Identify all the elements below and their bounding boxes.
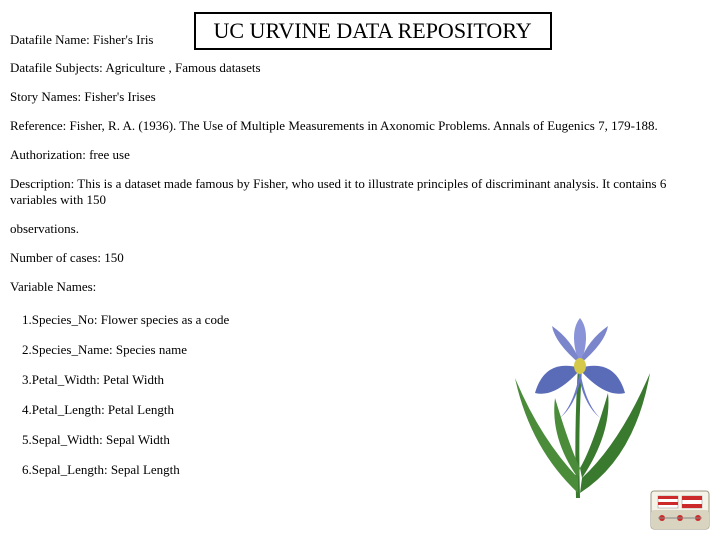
- authorization-value: free use: [89, 147, 130, 162]
- next-button[interactable]: [650, 490, 710, 530]
- cases-value: 150: [104, 250, 124, 265]
- repository-title: UC URVINE DATA REPOSITORY: [194, 12, 552, 50]
- subjects-value: Agriculture , Famous datasets: [105, 60, 260, 75]
- reference-label: Reference:: [10, 118, 66, 133]
- authorization-label: Authorization:: [10, 147, 86, 162]
- cases-label: Number of cases:: [10, 250, 101, 265]
- list-item: 6.Sepal_Length: Sepal Length: [22, 462, 490, 478]
- observations-line: observations.: [10, 221, 710, 238]
- varnames-label: Variable Names:: [10, 279, 710, 296]
- iris-flower-icon: [500, 308, 660, 498]
- list-item: 2.Species_Name: Species name: [22, 342, 490, 358]
- datafile-name-value: Fisher's Iris: [93, 32, 153, 47]
- subjects-label: Datafile Subjects:: [10, 60, 103, 75]
- datafile-name-label: Datafile Name:: [10, 32, 90, 47]
- description-label: Description:: [10, 176, 74, 191]
- list-item: 5.Sepal_Width: Sepal Width: [22, 432, 490, 448]
- story-label: Story Names:: [10, 89, 81, 104]
- list-item: 4.Petal_Length: Petal Length: [22, 402, 490, 418]
- reference-value: Fisher, R. A. (1936). The Use of Multipl…: [70, 118, 658, 133]
- variable-list: 1.Species_No: Flower species as a code 2…: [10, 312, 490, 492]
- list-item: 3.Petal_Width: Petal Width: [22, 372, 490, 388]
- story-value: Fisher's Irises: [84, 89, 155, 104]
- description-value: This is a dataset made famous by Fisher,…: [10, 176, 666, 208]
- list-item: 1.Species_No: Flower species as a code: [22, 312, 490, 328]
